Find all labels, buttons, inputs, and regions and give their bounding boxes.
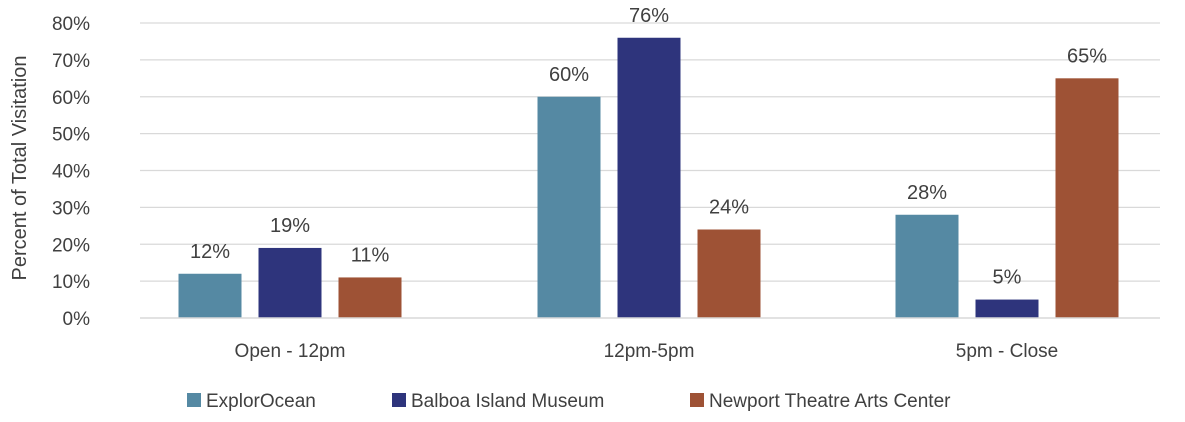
y-tick-label: 10% — [52, 272, 90, 293]
data-label: 5% — [993, 267, 1022, 289]
data-label: 24% — [709, 197, 749, 219]
bar — [178, 273, 242, 318]
data-label: 28% — [907, 182, 947, 204]
data-label: 65% — [1067, 45, 1107, 67]
y-tick-label: 50% — [52, 125, 90, 146]
y-tick-label: 30% — [52, 198, 90, 219]
legend-swatch — [690, 393, 704, 407]
bar — [895, 214, 959, 318]
legend-swatch — [187, 393, 201, 407]
y-tick-label: 0% — [63, 309, 91, 330]
legend-item: Newport Theatre Arts Center — [690, 391, 951, 412]
bar — [338, 277, 402, 318]
x-category-label: 12pm-5pm — [604, 341, 695, 362]
y-tick-label: 80% — [52, 14, 90, 35]
bar — [1055, 78, 1119, 318]
y-axis-title: Percent of Total Visitation — [9, 56, 31, 281]
legend-item: Balboa Island Museum — [392, 391, 604, 412]
legend-item: ExplorOcean — [187, 391, 316, 412]
y-axis-ticks: 0% 10% 20% 30% 40% 50% 60% 70% 80% — [52, 14, 90, 330]
bars — [178, 37, 1119, 318]
x-axis-categories: Open - 12pm 12pm-5pm 5pm - Close — [235, 341, 1059, 362]
bar — [697, 229, 761, 318]
data-labels: 12% 19% 11% 60% 76% 24% 28% 5% 65% — [190, 5, 1107, 289]
legend: ExplorOcean Balboa Island Museum Newport T… — [187, 391, 951, 412]
data-label: 76% — [629, 5, 669, 27]
x-category-label: 5pm - Close — [956, 341, 1058, 362]
bar — [975, 299, 1039, 318]
data-label: 19% — [270, 215, 310, 237]
legend-label: Newport Theatre Arts Center — [709, 391, 951, 412]
bar — [258, 247, 322, 318]
x-category-label: Open - 12pm — [235, 341, 346, 362]
data-label: 11% — [351, 244, 390, 266]
bar — [537, 96, 601, 318]
y-tick-label: 70% — [52, 51, 90, 72]
legend-label: ExplorOcean — [206, 391, 316, 412]
bar — [617, 37, 681, 318]
y-tick-label: 40% — [52, 162, 90, 183]
legend-swatch — [392, 393, 406, 407]
data-label: 60% — [549, 64, 589, 86]
y-tick-label: 20% — [52, 235, 90, 256]
data-label: 12% — [190, 241, 230, 263]
legend-label: Balboa Island Museum — [411, 391, 604, 412]
y-tick-label: 60% — [52, 88, 90, 109]
